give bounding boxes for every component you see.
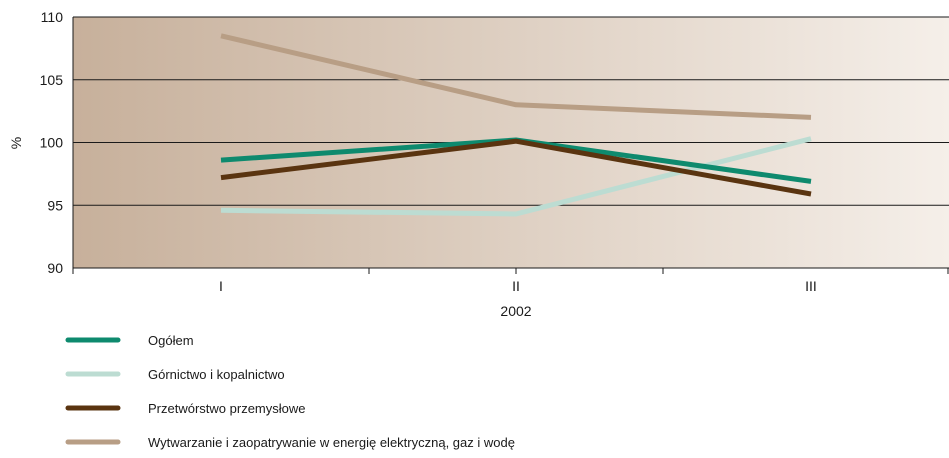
x-tick-label: II xyxy=(512,278,520,294)
x-tick-label: III xyxy=(805,278,817,294)
legend-label: Przetwórstwo przemysłowe xyxy=(148,401,306,416)
y-tick-label: 110 xyxy=(41,9,64,25)
y-tick-label: 100 xyxy=(40,135,64,151)
series-line-1 xyxy=(220,136,812,217)
y-tick-label: 90 xyxy=(47,260,63,276)
y-axis-label: % xyxy=(8,137,24,149)
x-axis-label: 2002 xyxy=(500,303,531,319)
y-tick-label: 105 xyxy=(40,72,64,88)
legend-label: Wytwarzanie i zaopatrywanie w energię el… xyxy=(148,435,515,450)
y-tick-label: 95 xyxy=(47,197,63,213)
legend-label: Ogółem xyxy=(148,333,194,348)
series-line-2 xyxy=(220,138,812,197)
x-tick-label: I xyxy=(219,278,223,294)
legend-label: Górnictwo i kopalnictwo xyxy=(148,367,285,382)
series-line-3 xyxy=(220,33,812,120)
